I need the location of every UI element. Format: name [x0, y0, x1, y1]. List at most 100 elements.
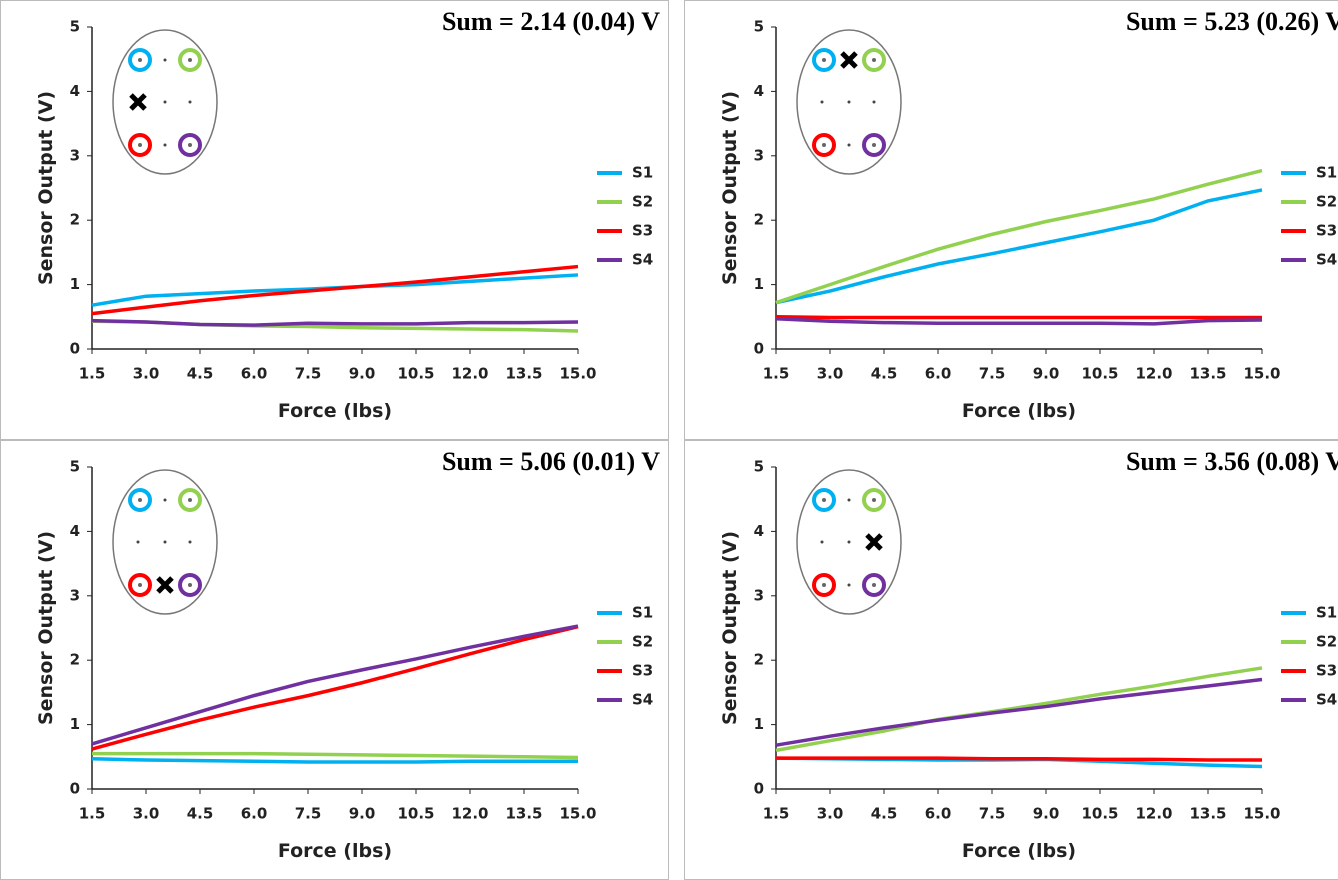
x-tick-label: 6.0 — [925, 805, 952, 823]
removed-marker — [840, 51, 858, 69]
y-tick-label: 4 — [70, 522, 80, 540]
y-tick-label: 0 — [754, 340, 764, 358]
x-tick-label: 3.0 — [817, 365, 844, 383]
x-tick-label: 1.5 — [79, 805, 106, 823]
y-tick-label: 1 — [754, 715, 764, 733]
chart-title: Sum = 3.56 (0.08) V — [1126, 447, 1338, 476]
x-tick-label: 9.0 — [1033, 365, 1060, 383]
x-tick-label: 13.5 — [1189, 805, 1226, 823]
chart-panel: 0 1 2 3 4 5 1.5 3.0 4.5 6.0 7.5 9.0 10.5 12.0 13.5 15.0… — [0, 0, 669, 440]
y-tick-label: 3 — [754, 146, 764, 164]
sensor-dot — [188, 58, 192, 62]
sensor-dot — [138, 143, 142, 147]
x-tick-label: 9.0 — [349, 805, 376, 823]
y-tick-label: 1 — [70, 715, 80, 733]
grid-point — [136, 540, 140, 544]
x-tick-label: 7.5 — [295, 805, 322, 823]
x-tick-label: 13.5 — [505, 805, 542, 823]
y-tick-label: 2 — [70, 651, 80, 669]
sensor-dot — [872, 583, 876, 587]
grid-point — [163, 540, 167, 544]
y-tick-label: 1 — [70, 275, 80, 293]
sensor-dot — [138, 58, 142, 62]
x-tick-label: 4.5 — [187, 805, 214, 823]
series-line — [91, 264, 579, 316]
x-tick-label: 12.0 — [1135, 365, 1172, 383]
sensor-dot — [822, 58, 826, 62]
y-tick-label: 2 — [754, 651, 764, 669]
x-axis-title: Force (lbs) — [962, 840, 1076, 862]
legend-label: S1 — [632, 164, 653, 182]
x-axis-title: Force (lbs) — [962, 400, 1076, 422]
legend-label: S4 — [1316, 251, 1337, 269]
grid-point — [820, 100, 824, 104]
x-tick-label: 13.5 — [1189, 365, 1226, 383]
chart-panel: 0 1 2 3 4 5 1.5 3.0 4.5 6.0 7.5 9.0 10.5 12.0 13.5 15.0… — [684, 440, 1338, 880]
sensor-dot — [872, 498, 876, 502]
x-tick-label: 1.5 — [79, 365, 106, 383]
series-line — [91, 756, 578, 764]
x-tick-label: 9.0 — [1033, 805, 1060, 823]
x-tick-label: 10.5 — [1081, 805, 1118, 823]
removed-marker — [156, 576, 174, 594]
legend-label: S2 — [1316, 633, 1337, 651]
grid-point — [163, 143, 167, 147]
sensor-dot — [188, 498, 192, 502]
series-line — [775, 677, 1263, 747]
x-axis-title: Force (lbs) — [278, 840, 392, 862]
legend-label: S3 — [632, 222, 653, 240]
sensor-dot — [872, 58, 876, 62]
grid-point — [847, 540, 851, 544]
x-tick-label: 6.0 — [241, 365, 268, 383]
y-tick-label: 5 — [754, 18, 764, 36]
x-tick-label: 15.0 — [1243, 805, 1280, 823]
x-tick-label: 6.0 — [925, 365, 952, 383]
sensor-dot — [822, 143, 826, 147]
y-tick-label: 3 — [754, 586, 764, 604]
sensor-dot — [822, 498, 826, 502]
series-line — [91, 318, 579, 327]
series-line — [775, 315, 1262, 320]
grid-point — [847, 583, 851, 587]
chart-title: Sum = 5.06 (0.01) V — [442, 447, 660, 476]
x-tick-label: 10.5 — [1081, 365, 1118, 383]
grid-point — [188, 540, 192, 544]
legend-label: S1 — [632, 604, 653, 622]
x-tick-label: 3.0 — [133, 805, 160, 823]
y-tick-label: 3 — [70, 586, 80, 604]
series-line — [775, 316, 1263, 326]
x-axis-title: Force (lbs) — [278, 400, 392, 422]
grid-point — [847, 498, 851, 502]
legend-label: S4 — [632, 691, 653, 709]
grid-point — [847, 100, 851, 104]
removed-marker — [129, 93, 147, 111]
x-tick-label: 15.0 — [559, 805, 596, 823]
x-tick-label: 10.5 — [397, 365, 434, 383]
x-tick-label: 13.5 — [505, 365, 542, 383]
legend-label: S2 — [632, 193, 653, 211]
y-tick-label: 0 — [70, 340, 80, 358]
series-line — [776, 756, 1262, 762]
series-line — [91, 624, 579, 746]
grid-point — [188, 100, 192, 104]
y-tick-label: 2 — [70, 211, 80, 229]
x-tick-label: 3.0 — [133, 365, 160, 383]
y-axis-title: Sensor Output (V) — [719, 531, 741, 725]
x-tick-label: 1.5 — [763, 365, 790, 383]
x-tick-label: 4.5 — [187, 365, 214, 383]
legend-label: S3 — [1316, 662, 1337, 680]
panel-border — [0, 0, 669, 440]
grid-point — [163, 100, 167, 104]
removed-marker — [865, 533, 883, 551]
series-line — [775, 168, 1263, 305]
series-line — [775, 188, 1263, 305]
grid-point — [872, 100, 876, 104]
sensor-dot — [822, 583, 826, 587]
grid-point — [163, 58, 167, 62]
y-axis-title: Sensor Output (V) — [35, 91, 57, 285]
legend-label: S1 — [1316, 164, 1337, 182]
x-tick-label: 12.0 — [1135, 805, 1172, 823]
y-tick-label: 4 — [70, 82, 80, 100]
legend-label: S2 — [1316, 193, 1337, 211]
